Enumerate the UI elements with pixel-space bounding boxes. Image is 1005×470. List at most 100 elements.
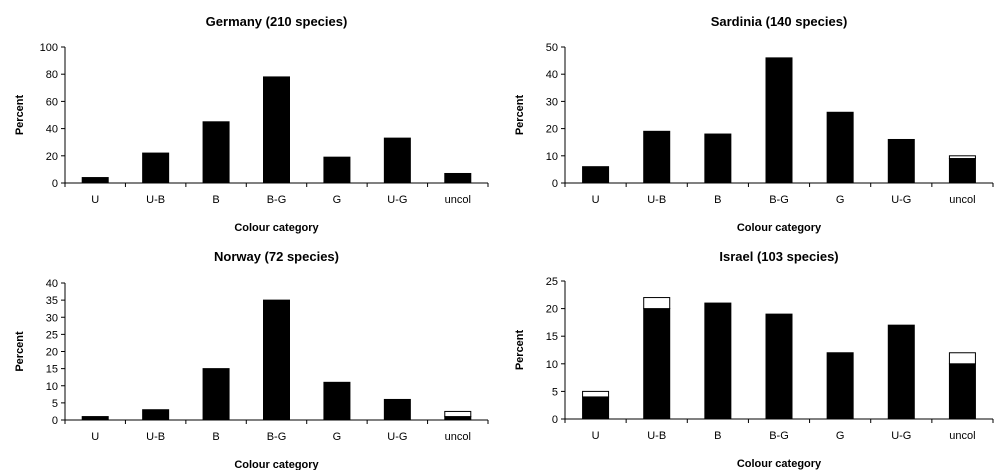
y-tick-label: 0 (552, 414, 558, 426)
y-tick-label: 30 (546, 96, 558, 108)
y-axis-title: Percent (14, 331, 26, 372)
y-tick-label: 0 (52, 415, 58, 427)
bar (643, 308, 671, 420)
y-tick-label: 80 (46, 69, 58, 81)
bar (263, 299, 290, 421)
x-tick-label: G (333, 194, 342, 206)
y-tick-label: 5 (552, 386, 558, 398)
bar (948, 158, 976, 184)
y-tick-label: 20 (46, 347, 58, 359)
y-tick-label: 25 (46, 329, 58, 341)
bar (81, 177, 109, 184)
bar (643, 130, 671, 184)
bar (765, 57, 793, 184)
x-axis-title: Colour category (234, 222, 319, 234)
y-tick-label: 40 (46, 278, 58, 290)
bar (323, 156, 351, 184)
x-tick-label: B-G (769, 194, 789, 206)
y-tick-label: 0 (52, 178, 58, 190)
x-axis-title: Colour category (737, 222, 822, 234)
bar (887, 138, 915, 184)
bar (323, 381, 351, 421)
y-axis-title: Percent (14, 94, 26, 135)
bar (704, 302, 732, 420)
x-axis-title: Colour category (737, 458, 822, 470)
chart-norway: Norway (72 species) Percent Colour categor… (14, 249, 489, 470)
x-tick-label: B (212, 194, 219, 206)
x-tick-label: U-G (387, 194, 407, 206)
y-tick-label: 5 (52, 398, 58, 410)
x-tick-label: U-G (387, 431, 407, 443)
y-axis-title: Percent (514, 329, 526, 370)
x-tick-label: B-G (267, 431, 287, 443)
bar (826, 352, 854, 420)
y-tick-label: 35 (46, 295, 58, 307)
bar-segment-extra (643, 297, 671, 310)
y-tick-label: 20 (546, 304, 558, 316)
x-tick-label: B-G (769, 430, 789, 442)
bar (202, 121, 230, 184)
x-tick-label: U-G (891, 430, 911, 442)
x-tick-label: U-G (891, 194, 911, 206)
chart-israel: Israel (103 species) Percent Colour catego… (514, 249, 994, 470)
x-tick-label: B (212, 431, 219, 443)
bar-segment-extra (948, 155, 976, 160)
x-tick-label: U-B (647, 194, 666, 206)
bar (765, 313, 793, 420)
chart-title: Norway (72 species) (214, 249, 339, 264)
bar-segment-extra (582, 390, 610, 398)
x-tick-label: uncol (445, 194, 471, 206)
bar (81, 416, 109, 421)
y-tick-label: 10 (46, 381, 58, 393)
chart-germany: Germany (210 species) Percent Colour categ… (14, 14, 489, 234)
bar-segment-extra (444, 410, 472, 418)
x-tick-label: uncol (949, 194, 975, 206)
x-tick-label: U (91, 431, 99, 443)
y-tick-label: 15 (546, 331, 558, 343)
y-tick-label: 60 (46, 96, 58, 108)
y-tick-label: 15 (46, 364, 58, 376)
bar (202, 368, 230, 421)
x-tick-label: G (836, 194, 845, 206)
chart-sardinia: Sardinia (140 species) Percent Colour cate… (514, 14, 994, 234)
bar (142, 409, 170, 421)
chart-title: Israel (103 species) (719, 249, 838, 264)
y-tick-label: 30 (46, 312, 58, 324)
x-tick-label: U (592, 194, 600, 206)
bar (582, 396, 610, 420)
x-tick-label: U-B (146, 194, 165, 206)
y-tick-label: 25 (546, 276, 558, 288)
x-tick-label: G (333, 431, 342, 443)
y-tick-label: 10 (546, 359, 558, 371)
x-tick-label: U (592, 430, 600, 442)
bar (826, 111, 854, 184)
bar (444, 172, 472, 184)
y-tick-label: 20 (546, 124, 558, 136)
bar (142, 152, 170, 184)
x-tick-label: B (714, 430, 721, 442)
chart-title: Germany (210 species) (206, 14, 348, 29)
x-tick-label: U-B (146, 431, 165, 443)
bar (383, 137, 411, 184)
x-tick-label: uncol (949, 430, 975, 442)
chart-title: Sardinia (140 species) (711, 14, 848, 29)
x-axis-title: Colour category (234, 459, 319, 470)
y-tick-label: 20 (46, 151, 58, 163)
bar (948, 363, 976, 420)
y-tick-label: 100 (40, 42, 58, 54)
bar (887, 324, 915, 420)
bar (263, 76, 290, 184)
y-tick-label: 50 (546, 42, 558, 54)
bar (383, 398, 411, 421)
x-tick-label: B-G (267, 194, 287, 206)
y-tick-label: 10 (546, 151, 558, 163)
bar (582, 166, 610, 184)
bar (704, 133, 732, 184)
x-tick-label: G (836, 430, 845, 442)
bar (444, 416, 472, 421)
y-tick-label: 40 (546, 69, 558, 81)
y-axis-title: Percent (514, 94, 526, 135)
x-tick-label: uncol (445, 431, 471, 443)
y-tick-label: 40 (46, 124, 58, 136)
